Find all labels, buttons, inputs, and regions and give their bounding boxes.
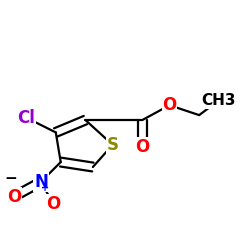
Text: O: O [162,96,176,114]
Text: O: O [135,138,150,156]
Text: CH3: CH3 [202,93,236,108]
Text: +: + [40,183,49,193]
Text: N: N [34,173,48,191]
Text: O: O [46,195,60,213]
Text: −: − [4,171,17,186]
Text: Cl: Cl [17,108,35,126]
Text: S: S [107,136,119,154]
Text: O: O [7,188,21,206]
